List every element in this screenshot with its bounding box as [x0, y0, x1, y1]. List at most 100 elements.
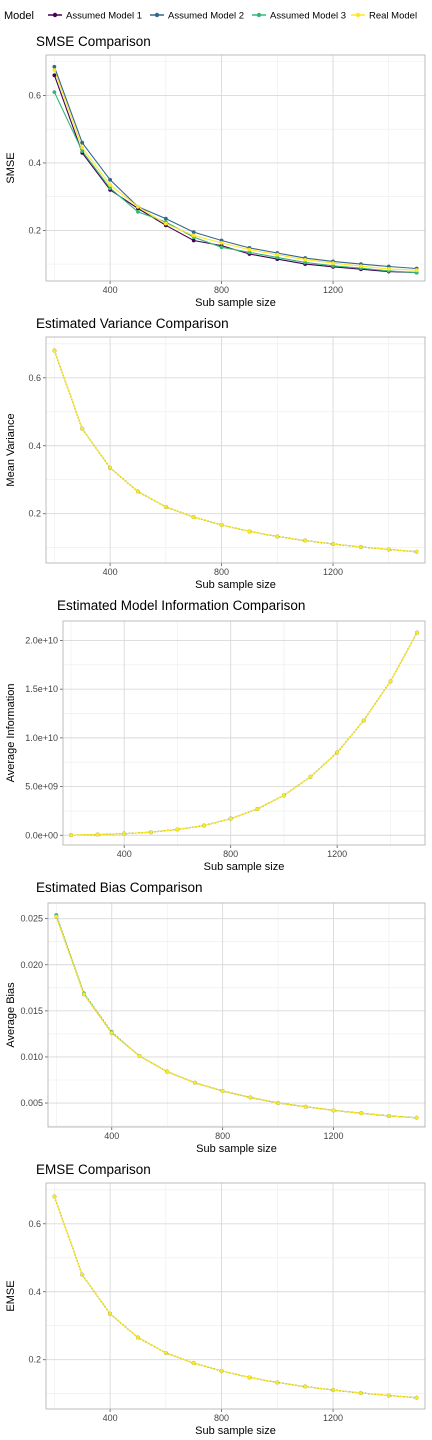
data-point-real-model: [219, 240, 224, 245]
data-point-model-1: [191, 238, 196, 243]
y-tick-label: 0.025: [20, 914, 43, 924]
data-point-real-model: [359, 264, 363, 269]
y-tick-label: 2.0e+10: [25, 635, 58, 645]
data-point-real-model: [247, 247, 252, 252]
x-tick-label: 800: [214, 567, 229, 577]
y-tick-label: 0.4: [28, 1287, 41, 1297]
legend-label-model-3: Assumed Model 3: [270, 11, 346, 22]
plot-border: [45, 1182, 426, 1410]
y-tick-label: 0.4: [28, 158, 41, 168]
legend-label-model-2: Assumed Model 2: [168, 11, 244, 22]
y-tick-label: 0.0e+00: [25, 830, 58, 840]
plot-area: [48, 903, 425, 1127]
plot-area: [46, 337, 425, 563]
plot-border: [45, 54, 426, 282]
data-point-real-model: [122, 831, 127, 836]
data-point-real-model: [331, 261, 335, 266]
legend-label-model-1: Assumed Model 1: [66, 11, 142, 22]
chart-title: Estimated Variance Comparison: [36, 316, 229, 331]
plot-border: [45, 336, 426, 564]
data-point-real-model: [387, 1114, 391, 1118]
data-point-real-model: [163, 221, 168, 226]
data-point-model-2: [80, 140, 85, 145]
y-tick-label: 0.2: [28, 509, 41, 519]
data-point-real-model: [108, 182, 112, 187]
data-point-real-model: [163, 1351, 168, 1355]
data-point-model-3: [108, 186, 112, 191]
y-tick-label: 0.6: [28, 1219, 41, 1229]
smse-chart: SMSE Comparison 0.2 0.4 0.6 400 800 1200 Sub sa…: [5, 34, 426, 309]
data-point-real-model: [193, 1080, 197, 1085]
series-line-real-model: [53, 350, 417, 553]
data-point-real-model: [247, 529, 252, 534]
legend: Model Assumed Model 1 Assumed Model 2 As…: [4, 10, 417, 22]
data-point-model-3: [331, 263, 335, 268]
legend-dot-real-model: [355, 12, 361, 18]
series-line-real-model: [55, 916, 417, 1119]
data-point-real-model: [276, 1101, 280, 1105]
x-tick-label: 400: [103, 567, 118, 577]
series-line-real-model: [53, 70, 417, 271]
y-tick-label: 0.015: [20, 1006, 43, 1016]
y-tick-label: 1.5e+10: [25, 684, 58, 694]
x-axis-label: Sub sample size: [195, 579, 276, 591]
data-point-model-3: [80, 149, 85, 154]
data-point-real-model: [219, 1369, 224, 1373]
data-point-real-model: [148, 830, 153, 835]
legend-entry-model-3: Assumed Model 3: [252, 11, 346, 22]
x-axis-label: Sub sample size: [195, 297, 276, 309]
series-line-model-3: [53, 91, 417, 274]
variance-chart: Estimated Variance Comparison 0.2 0.4 0.6 40…: [5, 316, 426, 591]
x-axis-label: Sub sample size: [204, 861, 285, 873]
x-tick-label: 1200: [324, 1131, 344, 1141]
x-tick-label: 800: [214, 285, 229, 295]
data-point-real-model: [191, 1361, 196, 1366]
y-axis-label: SMSE: [5, 152, 17, 183]
data-point-real-model: [54, 914, 59, 919]
data-point-real-model: [359, 1391, 363, 1395]
data-point-real-model: [255, 807, 260, 811]
data-point-real-model: [303, 538, 308, 543]
bias-chart: Estimated Bias Comparison 0.005 0.010 0.015…: [5, 880, 426, 1155]
x-tick-label: 400: [104, 1131, 119, 1141]
plot-area: [46, 55, 425, 281]
data-point-model-2: [163, 216, 168, 221]
data-point-real-model: [109, 1031, 114, 1035]
data-point-real-model: [386, 266, 391, 271]
legend-dot-model-3: [256, 12, 262, 18]
data-point-real-model: [282, 793, 286, 798]
data-point-real-model: [414, 268, 419, 273]
plot-border: [47, 902, 426, 1128]
data-point-real-model: [175, 827, 180, 832]
data-point-real-model: [137, 1054, 142, 1058]
data-point-real-model: [331, 1388, 335, 1392]
x-tick-label: 1200: [323, 1413, 343, 1423]
data-point-model-3: [303, 260, 308, 265]
x-tick-label: 1200: [323, 285, 343, 295]
data-point-real-model: [136, 204, 140, 209]
y-tick-label: 1.0e+10: [25, 733, 58, 743]
data-point-real-model: [165, 1069, 170, 1074]
data-point-real-model: [275, 534, 280, 539]
legend-label-real-model: Real Model: [369, 11, 417, 22]
y-axis-label: EMSE: [5, 1280, 17, 1311]
data-point-real-model: [335, 750, 340, 755]
x-tick-label: 1200: [327, 849, 347, 859]
data-point-real-model: [108, 1311, 112, 1316]
data-point-real-model: [219, 523, 224, 527]
data-point-model-3: [247, 250, 252, 255]
data-point-real-model: [136, 489, 140, 494]
data-point-real-model: [361, 718, 366, 723]
data-point-real-model: [191, 233, 196, 238]
data-point-real-model: [414, 1395, 419, 1400]
data-point-real-model: [359, 545, 363, 549]
chart-title: Estimated Model Information Comparison: [57, 598, 305, 613]
data-point-model-2: [108, 177, 112, 182]
chart-title: EMSE Comparison: [36, 1162, 151, 1177]
data-point-real-model: [136, 1335, 140, 1340]
y-axis-label: Mean Variance: [5, 413, 17, 486]
y-tick-label: 5.0e+09: [25, 782, 58, 792]
x-tick-label: 800: [214, 1413, 229, 1423]
data-point-real-model: [359, 1111, 364, 1116]
legend-entry-model-2: Assumed Model 2: [150, 11, 244, 22]
